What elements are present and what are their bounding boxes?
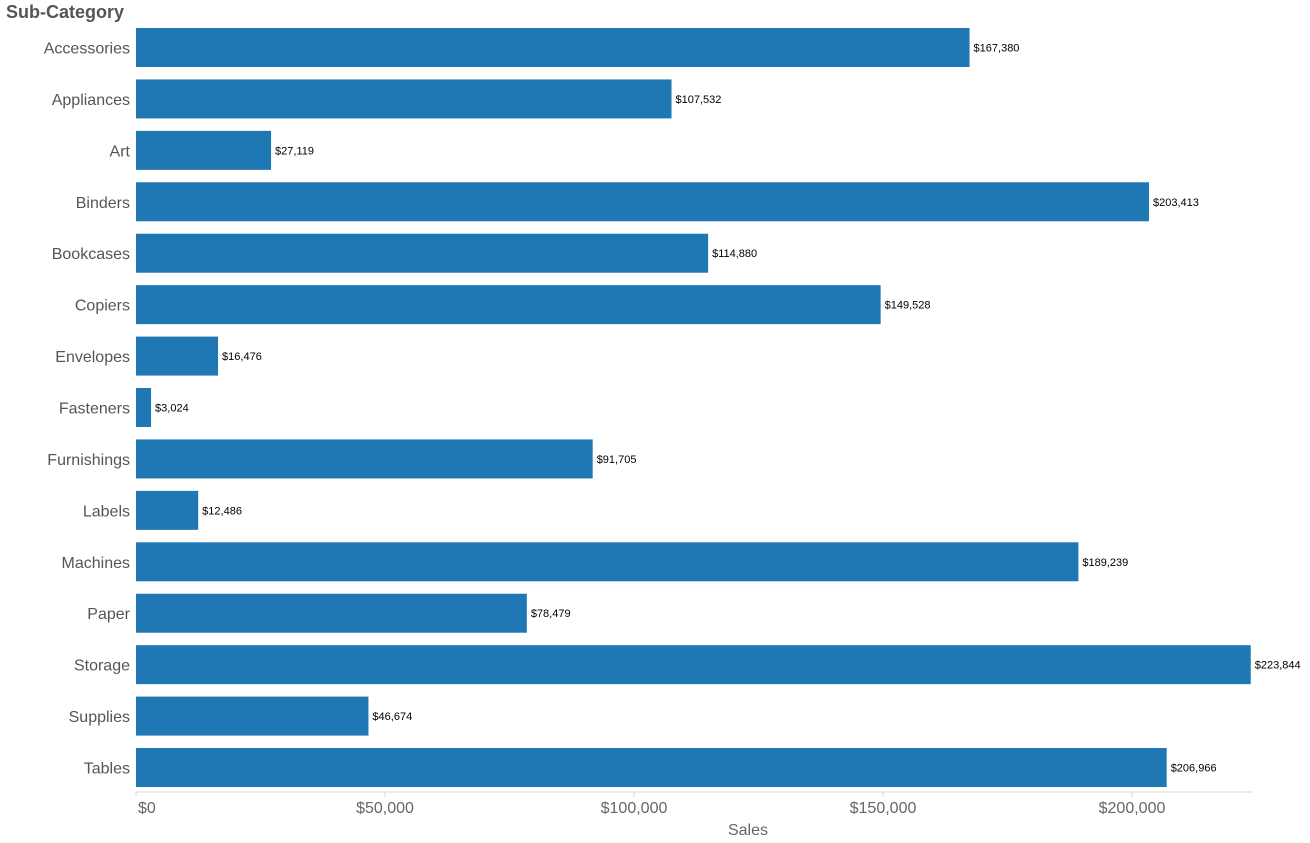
bar-accessories (136, 28, 970, 67)
x-tick-label: $0 (138, 800, 156, 817)
bar-bookcases (136, 233, 709, 273)
bar-tables (136, 748, 1167, 788)
category-label-art: Art (110, 143, 131, 160)
data-label-copiers: $149,528 (885, 300, 931, 312)
data-label-fasteners: $3,024 (155, 403, 189, 415)
bar-furnishings (136, 439, 593, 479)
category-label-furnishings: Furnishings (47, 452, 130, 469)
data-label-binders: $203,413 (1153, 197, 1199, 209)
data-label-paper: $78,479 (531, 608, 571, 620)
bar-art (136, 130, 272, 170)
bar-appliances (136, 79, 672, 119)
data-label-supplies: $46,674 (372, 711, 412, 723)
data-label-envelopes: $16,476 (222, 351, 262, 363)
data-label-storage: $223,844 (1255, 660, 1301, 672)
bar-envelopes (136, 336, 219, 376)
bar-machines (136, 542, 1079, 582)
category-label-accessories: Accessories (44, 41, 130, 58)
category-label-paper: Paper (87, 606, 130, 623)
x-tick-label: $50,000 (356, 800, 414, 817)
category-label-storage: Storage (74, 658, 130, 675)
bar-labels (136, 490, 199, 530)
data-label-bookcases: $114,880 (712, 248, 757, 260)
data-label-machines: $189,239 (1082, 557, 1128, 569)
bar-supplies (136, 696, 369, 736)
data-label-art: $27,119 (275, 145, 314, 157)
x-tick-label: $150,000 (850, 800, 917, 817)
category-label-binders: Binders (76, 195, 130, 212)
category-label-copiers: Copiers (75, 298, 130, 315)
row-header-title: Sub-Category (6, 2, 124, 22)
category-label-envelopes: Envelopes (55, 349, 130, 366)
data-label-labels: $12,486 (202, 505, 242, 517)
data-label-appliances: $107,532 (676, 94, 722, 106)
category-label-labels: Labels (83, 503, 130, 520)
category-label-machines: Machines (62, 555, 130, 572)
category-label-supplies: Supplies (69, 709, 130, 726)
bar-binders (136, 182, 1149, 222)
category-label-tables: Tables (84, 761, 130, 778)
data-label-accessories: $167,380 (974, 43, 1020, 55)
bar-copiers (136, 285, 881, 325)
x-axis: $0 $50,000 $100,000 $150,000 $200,000 (135, 791, 1252, 817)
category-label-fasteners: Fasteners (59, 401, 130, 418)
category-labels-layer: Accessories Appliances Art Binders Bookcases… (44, 41, 131, 778)
x-axis-title: Sales (728, 822, 768, 839)
data-label-furnishings: $91,705 (597, 454, 637, 466)
bar-paper (136, 593, 527, 633)
category-label-bookcases: Bookcases (52, 246, 130, 263)
x-tick-label: $200,000 (1099, 800, 1166, 817)
x-tick-label: $100,000 (601, 800, 668, 817)
bar-fasteners (136, 388, 152, 428)
category-label-appliances: Appliances (52, 92, 130, 109)
bars-layer: $167,380 $107,532 $27,119 $203,413 $114,880 $… (136, 28, 1301, 788)
data-label-tables: $206,966 (1171, 763, 1217, 775)
bar-storage (136, 645, 1251, 685)
